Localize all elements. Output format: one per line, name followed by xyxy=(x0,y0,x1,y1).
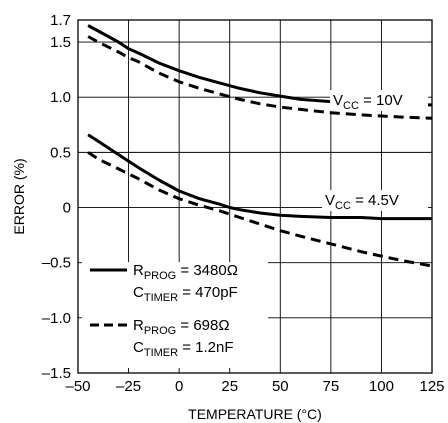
x-tick-label: –25 xyxy=(116,378,141,395)
x-tick-label: 125 xyxy=(419,378,444,395)
y-tick-label: –0.5 xyxy=(42,255,71,272)
x-tick-label: –50 xyxy=(65,378,90,395)
y-tick-label: –1.5 xyxy=(42,365,71,382)
y-tick-label: 1.5 xyxy=(50,34,71,51)
vcc-annotation: VCC = 10V xyxy=(333,92,403,112)
x-axis-label: TEMPERATURE (°C) xyxy=(188,406,322,422)
plot-frame xyxy=(77,19,433,374)
legend-label: CTIMER = 470pF xyxy=(133,284,238,304)
annotations: VCC = 10V VCC = 4.5V xyxy=(322,90,428,212)
x-tick-label: 0 xyxy=(175,378,183,395)
x-tick-labels: –50 –25 0 25 50 75 100 125 xyxy=(65,378,444,395)
vcc-annotation: VCC = 4.5V xyxy=(325,192,399,212)
y-tick-label: 1.7 xyxy=(50,12,71,29)
series-layer xyxy=(87,24,433,268)
x-tick-label: 25 xyxy=(221,378,238,395)
series-line-solid xyxy=(87,133,432,221)
series-line-dashed xyxy=(87,151,433,268)
x-tick-label: 100 xyxy=(369,378,394,395)
legend-bg xyxy=(82,262,268,368)
annotation-bg xyxy=(322,190,428,211)
y-tick-labels: 1.7 1.5 1.0 0.5 0 –0.5 –1.0 –1.5 xyxy=(42,12,71,382)
y-tick-label: 0.5 xyxy=(50,144,71,161)
series-line-dashed xyxy=(87,35,433,120)
legend-label: RPROG = 698Ω xyxy=(133,317,230,337)
legend-label: RPROG = 3480Ω xyxy=(133,262,238,282)
x-tick-label: 50 xyxy=(272,378,289,395)
annotation-bg xyxy=(330,90,428,111)
y-axis-label: ERROR (%) xyxy=(11,158,27,234)
y-tick-label: –1.0 xyxy=(42,310,71,327)
x-tick-label: 75 xyxy=(323,378,340,395)
y-tick-label: 1.0 xyxy=(50,89,71,106)
legend-label: CTIMER = 1.2nF xyxy=(133,339,234,359)
y-tick-label: 0 xyxy=(63,200,71,217)
